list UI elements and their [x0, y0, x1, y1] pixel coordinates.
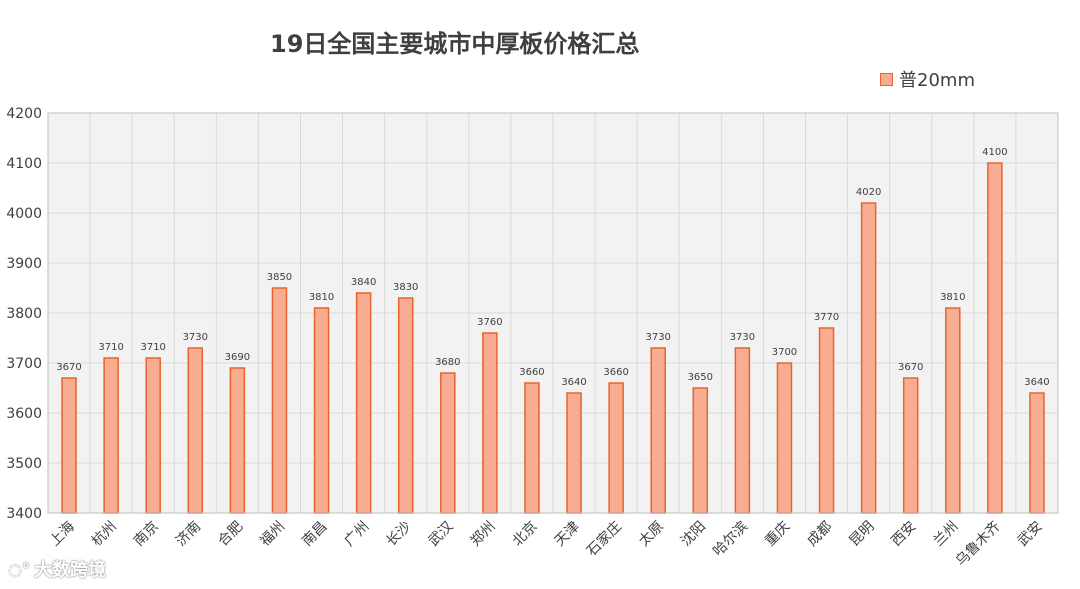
bar [61, 377, 77, 514]
bar [608, 382, 624, 514]
x-tick-label: 武汉 [426, 519, 457, 550]
x-tick-label: 广州 [341, 519, 372, 550]
watermark-logo-icon: ◌° [8, 559, 30, 579]
x-tick-label: 长沙 [383, 519, 414, 550]
bar [145, 357, 161, 514]
x-tick-label: 太原 [636, 519, 667, 550]
bar [482, 332, 498, 514]
data-label: 4100 [982, 147, 1007, 158]
bar [229, 367, 246, 514]
chart-title: 19日全国主要城市中厚板价格汇总 [270, 30, 640, 58]
y-tick-label: 3600 [6, 406, 42, 422]
data-label: 3670 [56, 362, 81, 373]
data-label: 3710 [140, 342, 165, 353]
data-label: 3690 [225, 352, 250, 363]
x-tick-label: 石家庄 [583, 518, 625, 560]
x-tick-label: 成都 [804, 519, 835, 550]
y-tick-label: 3800 [6, 306, 42, 322]
data-label: 4020 [856, 187, 881, 198]
data-label: 3660 [519, 367, 544, 378]
y-tick-label: 4200 [6, 106, 42, 122]
x-tick-label: 北京 [510, 519, 541, 550]
data-label: 3710 [98, 342, 123, 353]
y-tick-label: 4100 [6, 156, 42, 172]
bar [734, 347, 751, 514]
x-tick-label: 重庆 [762, 519, 793, 550]
y-tick-label: 3400 [6, 506, 42, 522]
legend-label: 普20mm [899, 70, 975, 91]
data-label: 3810 [940, 292, 965, 303]
data-label: 3730 [730, 332, 755, 343]
bar [313, 307, 330, 514]
data-label: 3730 [645, 332, 670, 343]
bar [397, 297, 414, 514]
data-label: 3730 [183, 332, 208, 343]
legend-swatch [880, 72, 893, 86]
x-tick-label: 乌鲁木齐 [953, 519, 1004, 570]
bar [650, 347, 666, 514]
x-tick-label: 南昌 [299, 519, 330, 550]
y-tick-label: 3900 [6, 256, 42, 272]
x-tick-label: 武安 [1015, 519, 1046, 550]
data-label: 3650 [688, 372, 713, 383]
data-label: 3640 [561, 377, 586, 388]
data-label: 3830 [393, 282, 418, 293]
bar [818, 327, 835, 514]
bar [187, 347, 204, 514]
bar [1029, 392, 1045, 514]
x-tick-label: 沈阳 [678, 519, 709, 550]
y-tick-label: 3500 [6, 456, 42, 472]
x-tick-label: 杭州 [89, 519, 120, 550]
x-tick-label: 天津 [552, 519, 583, 550]
bar [987, 162, 1003, 514]
x-tick-label: 合肥 [215, 519, 246, 550]
data-label: 3810 [309, 292, 334, 303]
bar [692, 387, 709, 514]
data-label: 3760 [477, 317, 502, 328]
data-label: 3660 [603, 367, 628, 378]
plot-border [47, 112, 1059, 514]
x-tick-label: 济南 [173, 519, 204, 550]
bar [271, 287, 288, 514]
bar [524, 382, 540, 514]
x-tick-label: 福州 [257, 519, 288, 550]
x-tick-label: 南京 [131, 519, 162, 550]
y-tick-label: 4000 [6, 206, 42, 222]
bar [103, 357, 119, 514]
x-tick-label: 郑州 [468, 519, 499, 550]
bar [902, 377, 919, 514]
y-tick-label: 3700 [6, 356, 42, 372]
x-tick-label: 上海 [47, 519, 78, 550]
data-label: 3770 [814, 312, 839, 323]
bar [776, 362, 793, 514]
x-tick-label: 昆明 [846, 519, 877, 550]
bar [860, 202, 877, 514]
bar [440, 372, 456, 514]
bar [566, 392, 582, 514]
bar [355, 292, 372, 514]
data-label: 3640 [1024, 377, 1049, 388]
x-tick-label: 西安 [888, 519, 919, 550]
data-label: 3850 [267, 272, 292, 283]
data-label: 3840 [351, 277, 376, 288]
legend: 普20mm [880, 66, 975, 92]
x-tick-label: 哈尔滨 [710, 519, 751, 560]
watermark: ◌° 大数跨境 [8, 556, 106, 582]
bar [945, 307, 961, 514]
data-label: 3680 [435, 357, 460, 368]
watermark-text: 大数跨境 [33, 560, 106, 581]
data-label: 3700 [772, 347, 797, 358]
x-tick-label: 兰州 [931, 519, 962, 550]
data-label: 3670 [898, 362, 923, 373]
